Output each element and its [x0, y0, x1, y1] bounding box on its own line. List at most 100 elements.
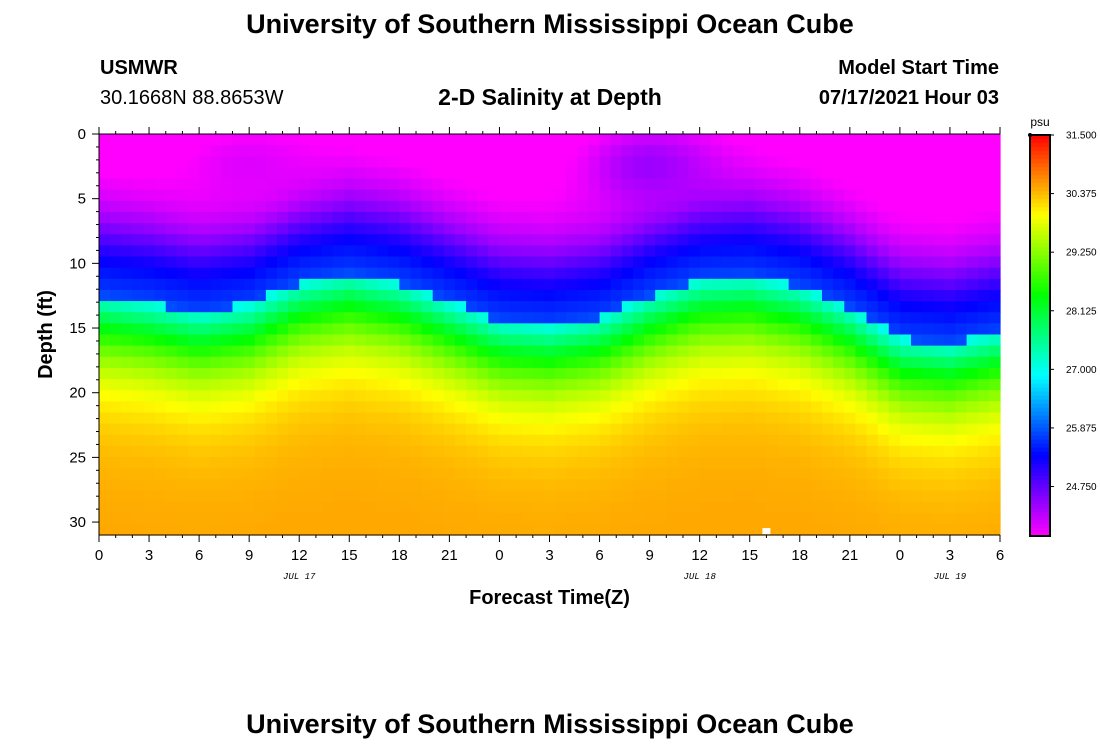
heatmap-cell — [288, 134, 300, 146]
heatmap-cell — [432, 412, 445, 425]
heatmap-cell — [210, 390, 222, 402]
heatmap-cell — [187, 501, 200, 514]
heatmap-cell — [810, 412, 823, 425]
heatmap-cell — [543, 134, 556, 146]
heatmap-cell — [677, 156, 690, 169]
heatmap-cell — [310, 312, 323, 324]
heatmap-cell — [165, 445, 178, 458]
heatmap-cell — [510, 189, 523, 202]
heatmap-cell — [644, 523, 656, 536]
heatmap-cell — [521, 412, 534, 425]
heatmap-cell — [276, 423, 289, 436]
heatmap-cell — [822, 345, 834, 358]
heatmap-cell — [121, 390, 133, 402]
heatmap-cell — [521, 468, 534, 480]
heatmap-cell — [454, 267, 467, 280]
heatmap-cell — [110, 245, 122, 258]
heatmap-cell — [454, 234, 467, 246]
heatmap-cell — [343, 267, 356, 280]
heatmap-cell — [688, 501, 701, 514]
heatmap-cell — [977, 189, 990, 202]
heatmap-cell — [955, 401, 968, 414]
heatmap-cell — [265, 301, 278, 313]
heatmap-cell — [221, 501, 234, 514]
heatmap-cell — [265, 401, 278, 414]
heatmap-cell — [588, 423, 601, 436]
heatmap-cell — [187, 379, 200, 391]
heatmap-cell — [655, 312, 667, 324]
heatmap-cell — [276, 223, 289, 235]
heatmap-cell — [655, 245, 667, 258]
heatmap-cell — [399, 457, 412, 469]
heatmap-cell — [199, 468, 211, 480]
heatmap-cell — [899, 445, 912, 458]
heatmap-cell — [299, 200, 311, 213]
heatmap-cell — [154, 278, 167, 291]
heatmap-cell — [187, 445, 200, 458]
heatmap-cell — [543, 523, 556, 536]
heatmap-cell — [899, 301, 912, 313]
heatmap-cell — [288, 501, 300, 514]
heatmap-cell — [532, 200, 545, 213]
heatmap-cell — [176, 345, 189, 358]
heatmap-cell — [176, 167, 189, 180]
heatmap-cell — [799, 334, 812, 347]
heatmap-cell — [199, 200, 211, 213]
heatmap-cell — [299, 301, 311, 313]
heatmap-cell — [243, 156, 256, 169]
heatmap-cell — [799, 223, 812, 235]
heatmap-cell — [866, 379, 879, 391]
heatmap-cell — [799, 178, 812, 191]
heatmap-cell — [232, 501, 245, 514]
heatmap-cell — [822, 523, 834, 536]
heatmap-cell — [944, 189, 957, 202]
heatmap-cell — [388, 145, 400, 157]
heatmap-cell — [443, 223, 456, 235]
heatmap-cell — [688, 356, 701, 369]
colorbar-swatch — [1030, 271, 1050, 276]
heatmap-cell — [744, 156, 756, 169]
heatmap-cell — [143, 278, 156, 291]
heatmap-cell — [132, 189, 145, 202]
heatmap-cell — [933, 468, 945, 480]
heatmap-cell — [332, 256, 345, 269]
heatmap-cell — [810, 323, 823, 336]
heatmap-cell — [955, 156, 968, 169]
heatmap-cell — [388, 367, 400, 380]
heatmap-cell — [644, 223, 656, 235]
heatmap-cell — [911, 323, 923, 336]
heatmap-cell — [154, 445, 167, 458]
heatmap-cell — [299, 412, 311, 425]
heatmap-cell — [755, 379, 767, 391]
heatmap-cell — [543, 211, 556, 224]
heatmap-cell — [232, 256, 245, 269]
heatmap-cell — [132, 356, 145, 369]
heatmap-cell — [165, 323, 178, 336]
heatmap-cell — [833, 145, 845, 157]
heatmap-cell — [866, 156, 879, 169]
heatmap-cell — [666, 200, 679, 213]
heatmap-cell — [810, 345, 823, 358]
heatmap-cell — [555, 523, 567, 536]
heatmap-cell — [154, 223, 167, 235]
heatmap-cell — [599, 367, 612, 380]
heatmap-cell — [187, 367, 200, 380]
heatmap-cell — [299, 401, 311, 414]
heatmap-cell — [421, 479, 434, 492]
heatmap-cell — [655, 134, 667, 146]
heatmap-cell — [276, 312, 289, 324]
heatmap-cell — [621, 512, 634, 525]
heatmap-cell — [121, 356, 133, 369]
heatmap-cell — [243, 345, 256, 358]
heatmap-cell — [466, 390, 478, 402]
heatmap-cell — [610, 412, 623, 425]
heatmap-cell — [755, 323, 767, 336]
heatmap-cell — [243, 301, 256, 313]
heatmap-cell — [165, 501, 178, 514]
colorbar-swatch — [1030, 395, 1050, 401]
heatmap-cell — [410, 223, 423, 235]
heatmap-cell — [833, 445, 845, 458]
heatmap-cell — [343, 145, 356, 157]
colorbar-swatch — [1030, 167, 1050, 172]
date-label: JUL 18 — [683, 572, 716, 582]
